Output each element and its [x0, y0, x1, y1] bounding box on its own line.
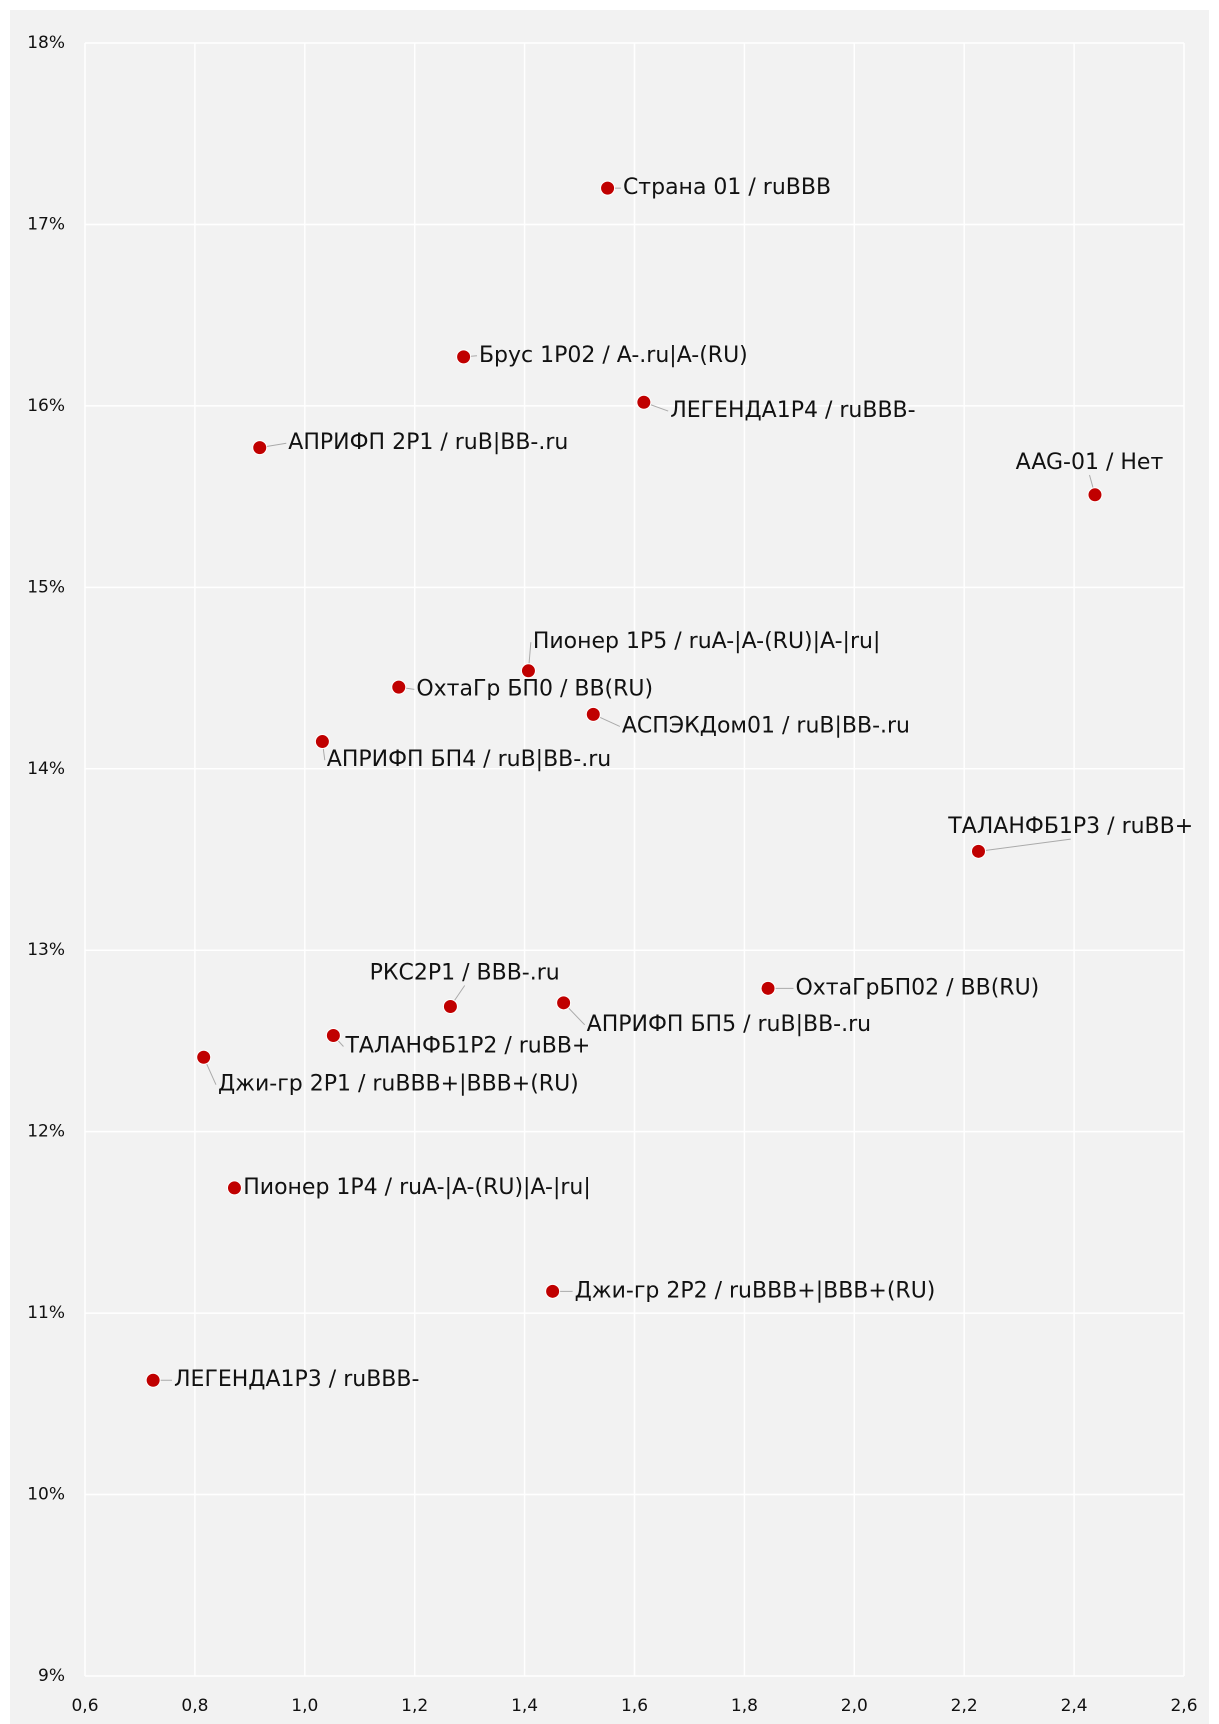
- point: [556, 995, 572, 1011]
- point-label: АПРИФП БП4 / ruB|BB-.ru: [327, 747, 611, 772]
- point-label: ЛЕГЕНДА1Р3 / ruBBB-: [174, 1367, 419, 1392]
- point: [585, 706, 601, 722]
- x-tick-label: 2,2: [951, 1696, 978, 1716]
- point-label: ОхтаГрБП02 / BB(RU): [795, 975, 1039, 1000]
- y-tick-label: 9%: [38, 1666, 65, 1686]
- x-tick-label: 1,6: [621, 1696, 648, 1716]
- x-tick-label: 1,0: [291, 1696, 318, 1716]
- point-label: Пионер 1Р5 / ruA-|A-(RU)|A-|ru|: [533, 629, 881, 654]
- y-tick-label: 13%: [27, 940, 65, 960]
- point-label: Страна 01 / ruBBB: [623, 175, 831, 200]
- point: [970, 843, 986, 859]
- point-label: ОхтаГр БП0 / BB(RU): [416, 676, 653, 701]
- point-label: АПРИФП БП5 / ruB|BB-.ru: [587, 1012, 871, 1037]
- point: [314, 734, 330, 750]
- x-tick-label: 0,6: [71, 1696, 98, 1716]
- point: [520, 663, 536, 679]
- point-label: Джи-гр 2Р2 / ruBBB+|BBB+(RU): [575, 1278, 936, 1303]
- chart-background: [10, 10, 1209, 1724]
- point: [636, 394, 652, 410]
- point-label: АПРИФП 2Р1 / ruB|BB-.ru: [288, 430, 568, 455]
- y-tick-label: 11%: [27, 1303, 65, 1323]
- leader-line: [978, 838, 1071, 852]
- point-label: ЛЕГЕНДА1Р4 / ruBBB-: [670, 398, 915, 423]
- x-tick-label: 1,2: [401, 1696, 428, 1716]
- x-tick-label: 2,4: [1061, 1696, 1088, 1716]
- point: [325, 1028, 341, 1044]
- x-tick-label: 2,6: [1170, 1696, 1197, 1716]
- point-label: Джи-гр 2Р1 / ruBBB+|BBB+(RU): [218, 1072, 579, 1097]
- y-tick-label: 18%: [27, 33, 65, 53]
- y-tick-label: 14%: [27, 759, 65, 779]
- y-tick-label: 17%: [27, 214, 65, 234]
- x-tick-label: 2,0: [841, 1696, 868, 1716]
- point-label: АСПЭКДом01 / ruB|BB-.ru: [622, 713, 910, 738]
- point: [226, 1180, 242, 1196]
- x-tick-label: 0,8: [181, 1696, 208, 1716]
- point: [145, 1372, 161, 1388]
- point-label: Пионер 1Р4 / ruA-|A-(RU)|A-|ru|: [243, 1175, 591, 1200]
- point: [252, 440, 268, 456]
- point-label: ТАЛАНФБ1Р3 / ruBB+: [947, 814, 1193, 839]
- x-tick-label: 1,4: [511, 1696, 538, 1716]
- y-tick-label: 16%: [27, 396, 65, 416]
- point-label: РКС2Р1 / BBB-.ru: [370, 961, 560, 986]
- point: [391, 679, 407, 695]
- point: [456, 349, 472, 365]
- point: [442, 998, 458, 1014]
- x-tick-label: 1,8: [731, 1696, 758, 1716]
- point: [600, 180, 616, 196]
- y-tick-label: 12%: [27, 1122, 65, 1142]
- point-label: ТАЛАНФБ1Р2 / ruBB+: [344, 1033, 590, 1058]
- point: [545, 1283, 561, 1299]
- y-tick-label: 15%: [27, 577, 65, 597]
- point: [196, 1049, 212, 1065]
- point: [1087, 487, 1103, 503]
- point-label: AAG-01 / Нет: [1016, 450, 1164, 475]
- y-tick-label: 10%: [27, 1485, 65, 1505]
- point-label: Брус 1Р02 / A-.ru|A-(RU): [479, 343, 748, 368]
- point: [760, 980, 776, 996]
